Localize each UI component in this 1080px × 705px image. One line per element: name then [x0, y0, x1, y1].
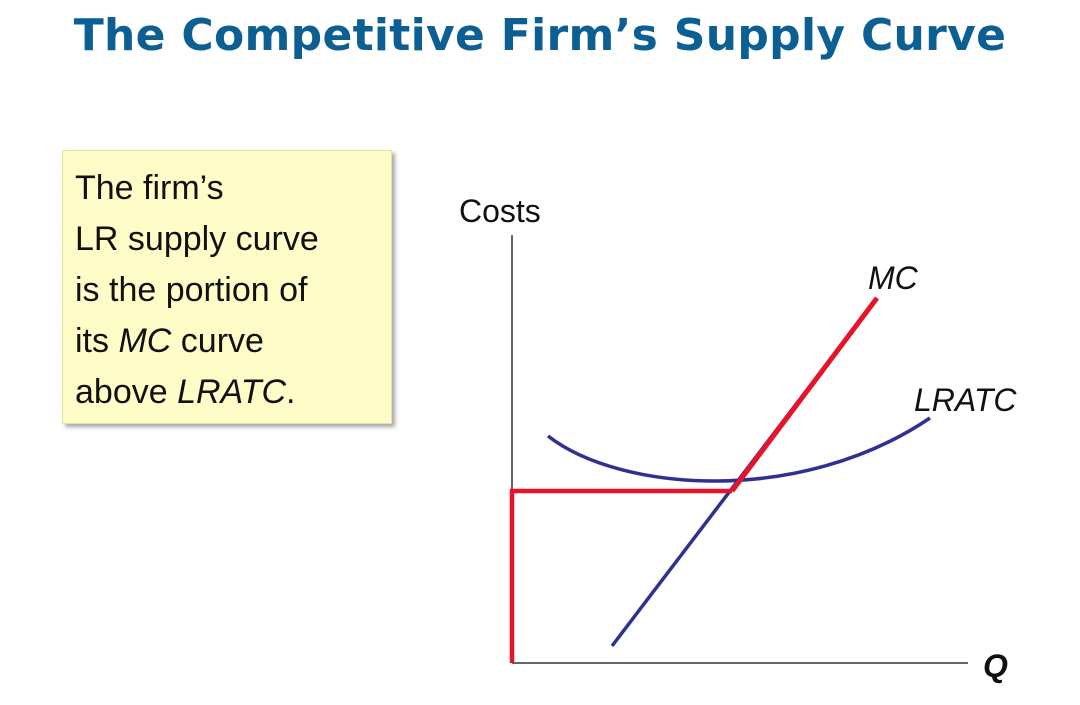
note-line-4: its MC curve: [75, 316, 381, 367]
supply-curve-mc-segment: [730, 296, 879, 493]
slide-title: The Competitive Firm’s Supply Curve: [73, 10, 1007, 61]
note-line-5-italic: LRATC: [177, 373, 287, 411]
supply-curve-lower-segment: [509, 488, 732, 663]
lratc-curve: [546, 416, 931, 483]
y-axis-label: Costs: [459, 193, 541, 229]
mc-curve-label: MC: [868, 260, 919, 296]
note-line-4-pre: its: [75, 322, 119, 360]
x-axis-label: Q: [983, 648, 1008, 684]
note-line-5-pre: above: [75, 373, 178, 411]
note-line-4-italic: MC: [118, 322, 172, 360]
note-line-2: LR supply curve: [75, 220, 319, 258]
lratc-curve-label: LRATC: [914, 382, 1017, 418]
note-line-3: is the portion of: [75, 271, 308, 309]
note-line-1: The firm’s: [75, 169, 224, 207]
note-line-5: above LRATC.: [75, 367, 381, 418]
explanation-note-box: The firm’s LR supply curve is the portio…: [62, 150, 392, 424]
note-line-5-post: .: [286, 373, 296, 411]
note-line-4-post: curve: [171, 322, 264, 360]
